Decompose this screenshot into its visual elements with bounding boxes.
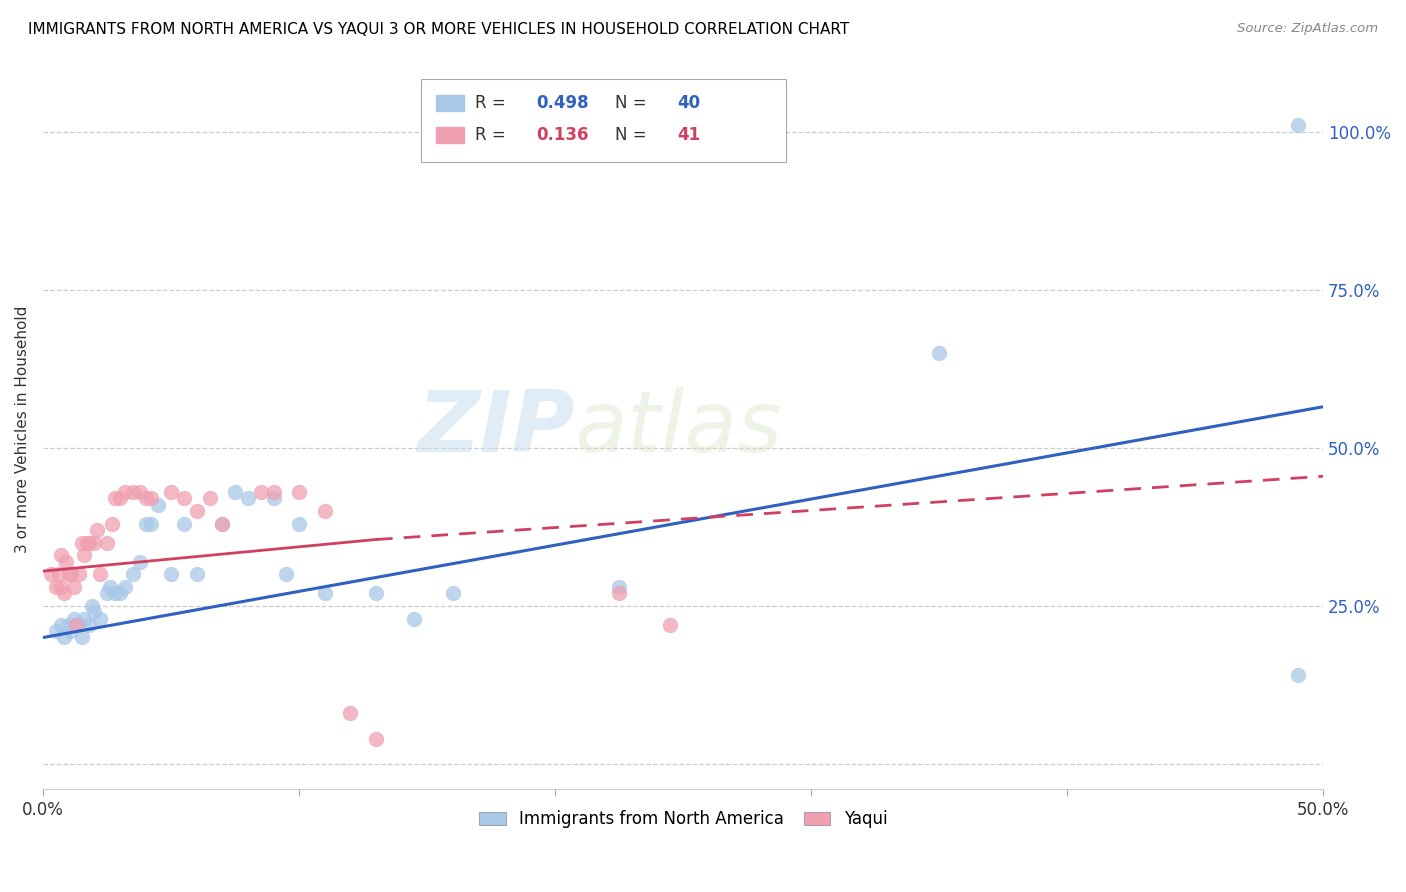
Point	[76, 535, 98, 549]
Point	[52, 586, 75, 600]
Point	[173, 516, 195, 531]
Point	[45, 624, 67, 639]
Point	[77, 535, 100, 549]
Point	[160, 485, 183, 500]
Point	[104, 586, 127, 600]
Point	[314, 586, 336, 600]
Point	[60, 624, 83, 639]
Point	[659, 618, 682, 632]
Text: ZIP: ZIP	[416, 387, 575, 470]
Point	[211, 516, 233, 531]
Point	[236, 491, 259, 506]
Point	[58, 618, 80, 632]
Point	[186, 567, 208, 582]
Point	[39, 567, 62, 582]
FancyBboxPatch shape	[436, 95, 464, 111]
Point	[607, 580, 630, 594]
Point	[77, 618, 100, 632]
Point	[52, 631, 75, 645]
Point	[49, 549, 72, 563]
Point	[288, 516, 311, 531]
Text: 40: 40	[676, 95, 700, 112]
Point	[139, 491, 162, 506]
Text: atlas: atlas	[575, 387, 782, 470]
Point	[1286, 668, 1309, 682]
Point	[89, 567, 111, 582]
Point	[404, 611, 426, 625]
Point	[49, 580, 72, 594]
Legend: Immigrants from North America, Yaqui: Immigrants from North America, Yaqui	[472, 804, 894, 835]
Point	[73, 611, 96, 625]
Point	[48, 567, 70, 582]
Point	[65, 618, 87, 632]
Point	[314, 504, 336, 518]
Point	[121, 485, 143, 500]
Point	[441, 586, 464, 600]
Text: 0.136: 0.136	[536, 126, 589, 144]
Point	[104, 491, 127, 506]
Point	[211, 516, 233, 531]
Point	[114, 485, 136, 500]
Point	[364, 731, 387, 746]
Point	[186, 504, 208, 518]
Point	[928, 346, 950, 360]
Point	[607, 586, 630, 600]
Point	[108, 586, 131, 600]
Point	[263, 485, 285, 500]
Point	[80, 599, 103, 613]
Point	[339, 706, 361, 721]
Point	[83, 535, 105, 549]
Point	[135, 491, 157, 506]
Point	[249, 485, 271, 500]
Point	[1286, 119, 1309, 133]
Point	[364, 586, 387, 600]
Point	[89, 611, 111, 625]
Point	[263, 491, 285, 506]
Point	[160, 567, 183, 582]
Point	[63, 611, 86, 625]
Point	[135, 516, 157, 531]
Point	[70, 631, 93, 645]
Text: N =: N =	[616, 95, 652, 112]
Point	[129, 485, 152, 500]
Point	[198, 491, 221, 506]
Point	[173, 491, 195, 506]
Point	[67, 567, 90, 582]
Point	[276, 567, 298, 582]
Text: R =: R =	[475, 95, 510, 112]
Text: N =: N =	[616, 126, 652, 144]
Text: 0.498: 0.498	[536, 95, 589, 112]
Point	[83, 605, 105, 619]
Text: IMMIGRANTS FROM NORTH AMERICA VS YAQUI 3 OR MORE VEHICLES IN HOUSEHOLD CORRELATI: IMMIGRANTS FROM NORTH AMERICA VS YAQUI 3…	[28, 22, 849, 37]
Point	[108, 491, 131, 506]
Point	[45, 580, 67, 594]
Point	[114, 580, 136, 594]
Point	[73, 549, 96, 563]
Point	[288, 485, 311, 500]
Text: 41: 41	[676, 126, 700, 144]
Text: R =: R =	[475, 126, 510, 144]
Text: Source: ZipAtlas.com: Source: ZipAtlas.com	[1237, 22, 1378, 36]
Point	[55, 555, 77, 569]
FancyBboxPatch shape	[420, 79, 786, 162]
Point	[86, 523, 108, 537]
Point	[98, 580, 121, 594]
Point	[96, 586, 118, 600]
Point	[49, 618, 72, 632]
FancyBboxPatch shape	[436, 127, 464, 143]
Point	[67, 618, 90, 632]
Point	[101, 516, 124, 531]
Point	[96, 535, 118, 549]
Point	[148, 498, 170, 512]
Point	[63, 580, 86, 594]
Y-axis label: 3 or more Vehicles in Household: 3 or more Vehicles in Household	[15, 305, 30, 552]
Point	[58, 567, 80, 582]
Point	[139, 516, 162, 531]
Point	[224, 485, 246, 500]
Point	[70, 535, 93, 549]
Point	[60, 567, 83, 582]
Point	[121, 567, 143, 582]
Point	[129, 555, 152, 569]
